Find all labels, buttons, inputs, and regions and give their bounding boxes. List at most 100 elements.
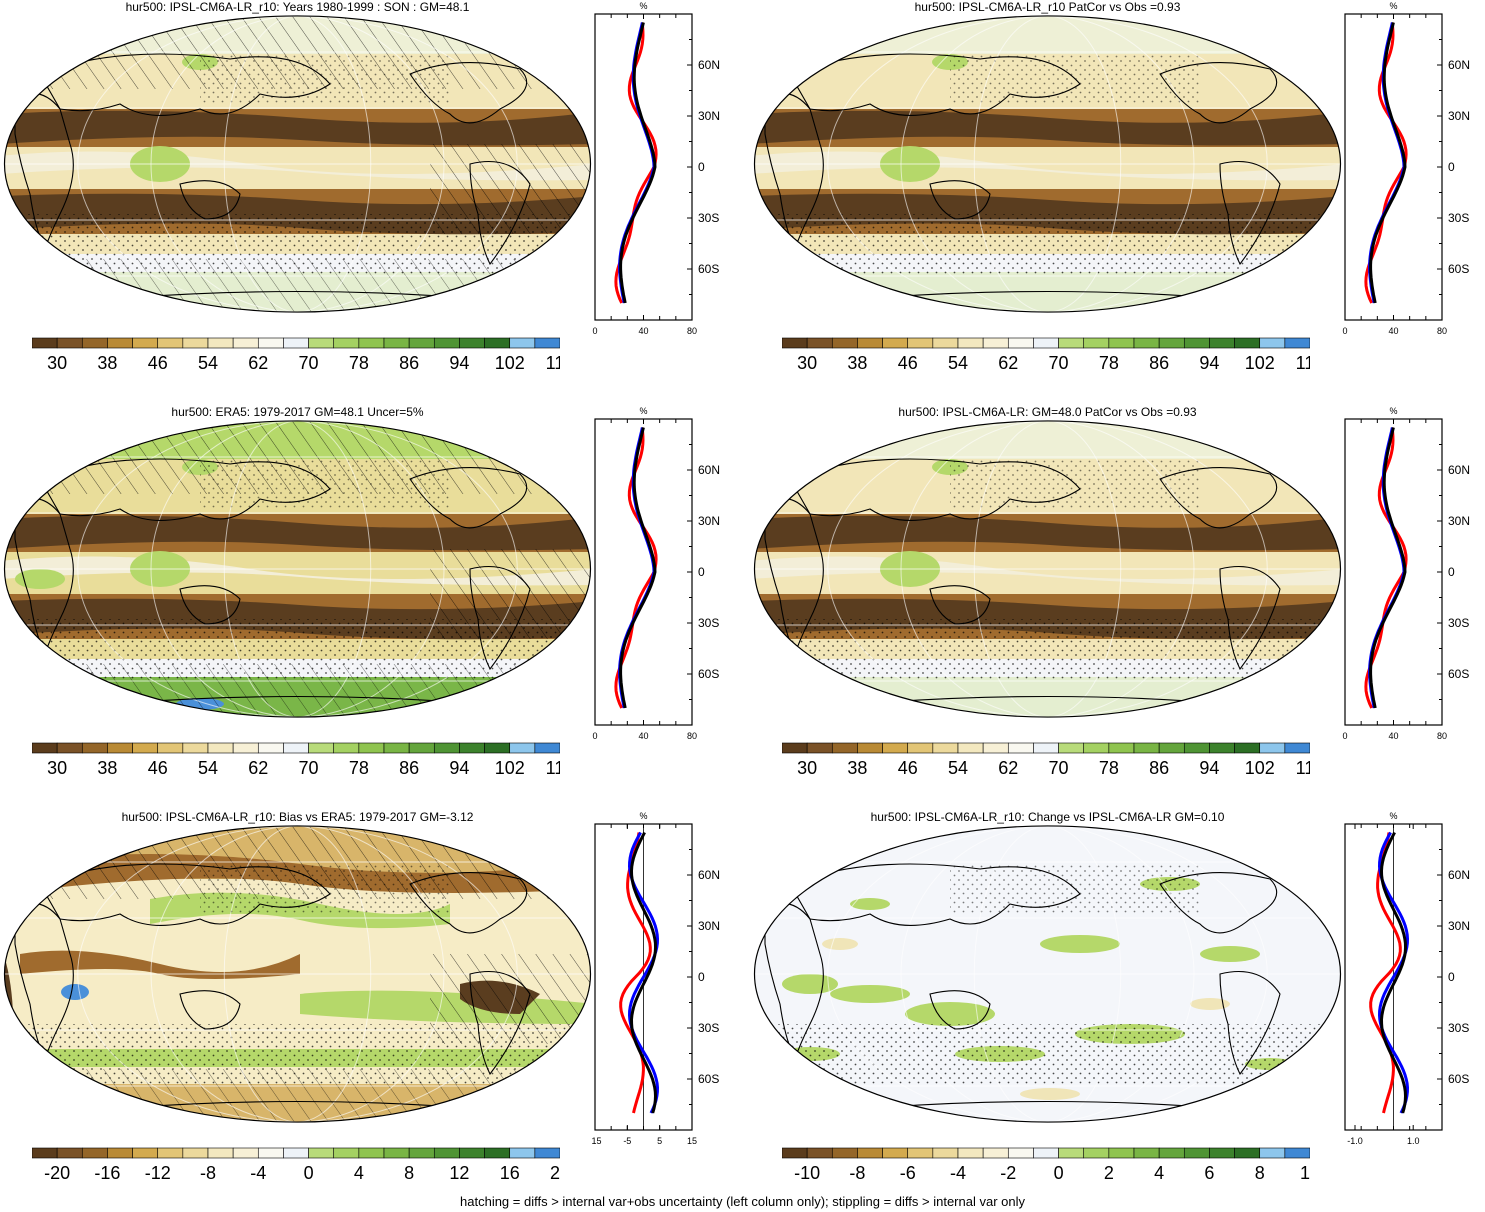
panel-p2: hur500: IPSL-CM6A-LR_r10 PatCor vs Obs =… (750, 0, 1485, 400)
colorbar-label: 4 (354, 1163, 364, 1183)
panel-title: hur500: IPSL-CM6A-LR_r10: Bias vs ERA5: … (121, 810, 474, 824)
colorbar-swatch (107, 742, 133, 754)
colorbar-swatch (207, 742, 234, 754)
colorbar-swatch (207, 337, 234, 349)
colorbar-label: -16 (94, 1163, 120, 1183)
colorbar-swatch (56, 337, 83, 349)
colorbar-swatch (1033, 1147, 1059, 1159)
colorbar-swatch (1158, 1147, 1185, 1159)
profile-xtick-label: 15 (687, 1136, 697, 1146)
profile-xtick-label: 0 (592, 326, 597, 336)
colorbar-swatch (1234, 337, 1261, 349)
colorbar-swatch (408, 337, 435, 349)
colorbar-swatch (957, 337, 984, 349)
panel-p4: hur500: IPSL-CM6A-LR: GM=48.0 PatCor vs … (750, 405, 1485, 805)
colorbar-swatch (932, 742, 959, 754)
colorbar-swatch (1083, 742, 1110, 754)
colorbar-label: 46 (898, 353, 918, 373)
lat-label: 30S (1448, 1021, 1469, 1035)
colorbar-swatch (32, 337, 58, 349)
colorbar-swatch (1108, 337, 1135, 349)
colorbar-swatch (1058, 1147, 1085, 1159)
colorbar-label: 86 (399, 353, 419, 373)
colorbar-swatch (782, 337, 808, 349)
colorbar-swatch (333, 742, 360, 754)
colorbar-swatch (1183, 1147, 1210, 1159)
panel-title: hur500: ERA5: 1979-2017 GM=48.1 Uncer=5% (171, 405, 424, 419)
colorbar-label: 54 (198, 353, 218, 373)
profile-xtick-label: -5 (623, 1136, 631, 1146)
lat-label: 30N (698, 919, 720, 933)
colorbar-swatch (308, 337, 335, 349)
profile-frame (1344, 418, 1443, 726)
zonal-profile: % 60N 30N 0 30S 60S 0 40 80 (1342, 406, 1470, 741)
profile-unit: % (639, 811, 647, 821)
map (3, 15, 592, 313)
colorbar-swatch (433, 742, 460, 754)
colorbar-swatch (433, 1147, 460, 1159)
lat-label: 0 (1448, 970, 1455, 984)
colorbar-swatch (1133, 1147, 1160, 1159)
colorbar-swatch (831, 337, 858, 349)
colorbar-label: 86 (1149, 353, 1169, 373)
colorbar-swatch (484, 1147, 511, 1159)
colorbar-swatch (782, 742, 808, 754)
profile-xtick-label: 40 (638, 326, 648, 336)
colorbar-label: 102 (495, 353, 525, 373)
colorbar-label: 78 (1099, 758, 1119, 778)
colorbar-swatch (831, 742, 858, 754)
colorbar-swatch (132, 337, 159, 349)
lat-label: 30N (1448, 109, 1470, 123)
profile-xtick-label: 80 (1437, 326, 1447, 336)
colorbar-swatch (957, 742, 984, 754)
map (753, 15, 1342, 313)
profile-frame (594, 13, 693, 321)
colorbar-swatch (982, 1147, 1009, 1159)
colorbar-swatch (806, 1147, 833, 1159)
map-border (3, 825, 592, 1123)
profile-frame (594, 418, 693, 726)
colorbar-swatch (56, 742, 83, 754)
colorbar-label: 78 (1099, 353, 1119, 373)
colorbar-swatch (1007, 742, 1034, 754)
colorbar-swatch (484, 337, 511, 349)
colorbar-label: 0 (1054, 1163, 1064, 1183)
colorbar-swatch (857, 337, 883, 349)
lat-label: 30N (1448, 919, 1470, 933)
colorbar-swatch (433, 337, 460, 349)
colorbar-swatch (283, 337, 309, 349)
colorbar-label: -12 (145, 1163, 171, 1183)
colorbar-label: 78 (349, 758, 369, 778)
colorbar-swatch (957, 1147, 984, 1159)
zonal-profile: % 60N 30N 0 30S 60S 0 40 80 (1342, 1, 1470, 336)
lat-label: 30N (698, 109, 720, 123)
colorbar-swatch (232, 337, 259, 349)
colorbar-swatch (383, 742, 410, 754)
colorbar-swatch (257, 1147, 284, 1159)
colorbar-swatch (1007, 1147, 1034, 1159)
map-border (753, 825, 1342, 1123)
colorbar-swatch (882, 337, 909, 349)
colorbar-swatch (806, 337, 833, 349)
series-member (1380, 831, 1407, 1114)
lat-label: 60S (1448, 262, 1469, 276)
colorbar-label: 6 (1204, 1163, 1214, 1183)
colorbar-label: 20 (550, 1163, 560, 1183)
colorbar-label: 10 (1300, 1163, 1310, 1183)
zonal-profile: % 60N 30N 0 30S 60S -15 -5 5 15 (592, 811, 720, 1146)
map-field (754, 15, 1341, 313)
colorbar-label: -2 (1000, 1163, 1016, 1183)
colorbar: -10 -8 -6 -4 -2 0 2 4 6 8 10 (782, 1147, 1310, 1183)
colorbar-swatch (1209, 337, 1235, 349)
colorbar-swatch (383, 1147, 410, 1159)
colorbar-swatch (484, 742, 511, 754)
colorbar-label: 70 (1049, 353, 1069, 373)
colorbar-label: 94 (449, 758, 469, 778)
colorbar-swatch (1234, 742, 1261, 754)
colorbar-swatch (1234, 1147, 1261, 1159)
colorbar-label: -8 (849, 1163, 865, 1183)
colorbar-label: 62 (998, 353, 1018, 373)
colorbar-label: 54 (198, 758, 218, 778)
colorbar-label: -4 (250, 1163, 266, 1183)
profile-xtick-label: 80 (1437, 731, 1447, 741)
